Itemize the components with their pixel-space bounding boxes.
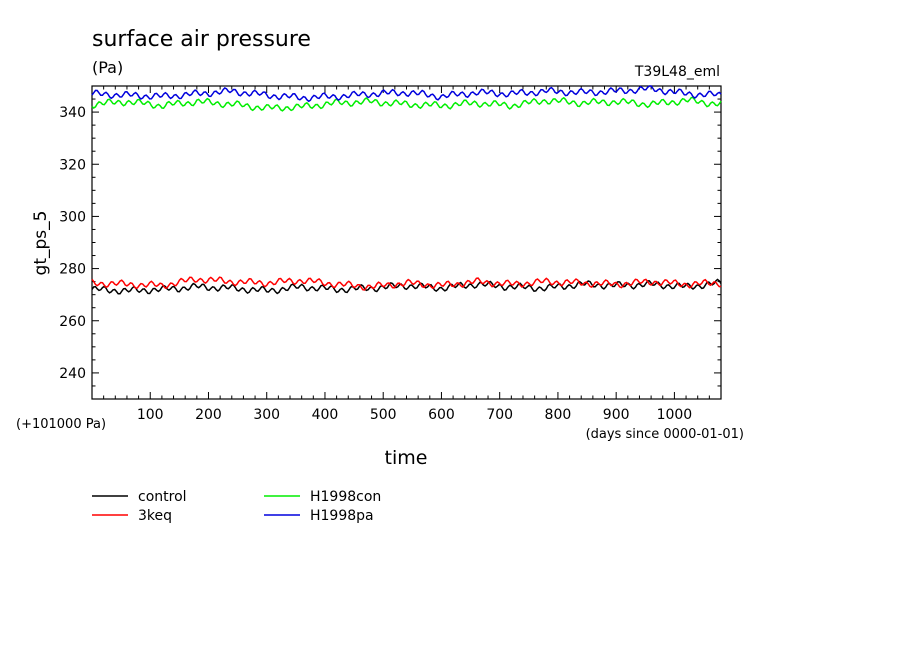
axis-ticks: 100 200 300 400 500 600 700 800 900 1000 240 260 280…	[59, 86, 721, 423]
series-line-H1998pa	[91, 85, 722, 103]
legend-label-3keq: 3keq	[138, 508, 172, 524]
series-line-3keq	[91, 276, 722, 291]
chart-title: surface air pressure	[92, 27, 311, 52]
legend-label-control: control	[138, 489, 187, 505]
x-tick-label: 700	[486, 407, 513, 423]
y-tick-label: 340	[59, 105, 86, 121]
x-tick-label: 500	[370, 407, 397, 423]
x-tick-label: 900	[603, 407, 630, 423]
x-tick-label: 100	[137, 407, 164, 423]
series-line-H1998con	[91, 96, 722, 112]
x-axis-label: time	[385, 447, 428, 469]
y-tick-label: 300	[59, 209, 86, 225]
legend-label-H1998con: H1998con	[310, 489, 381, 505]
x-tick-label: 600	[428, 407, 455, 423]
legend: control 3keq H1998con H1998pa	[92, 489, 381, 524]
y-offset-note: (+101000 Pa)	[16, 417, 106, 432]
x-tick-label: 300	[253, 407, 280, 423]
units-label: (Pa)	[92, 58, 123, 77]
legend-label-H1998pa: H1998pa	[310, 508, 374, 524]
experiment-label: T39L48_eml	[634, 64, 720, 80]
x-units-note: (days since 0000-01-01)	[586, 427, 744, 442]
x-tick-label: 800	[545, 407, 572, 423]
series-lines	[91, 85, 722, 295]
y-tick-label: 320	[59, 157, 86, 173]
x-tick-label: 400	[312, 407, 339, 423]
plot-frame	[91, 85, 722, 400]
y-tick-label: 260	[59, 314, 86, 330]
y-tick-label: 280	[59, 262, 86, 278]
y-axis-label: gt_ps_5	[31, 211, 51, 276]
x-tick-label: 1000	[657, 407, 693, 423]
series-line-control	[91, 278, 722, 295]
x-tick-label: 200	[195, 407, 222, 423]
y-tick-label: 240	[59, 366, 86, 382]
